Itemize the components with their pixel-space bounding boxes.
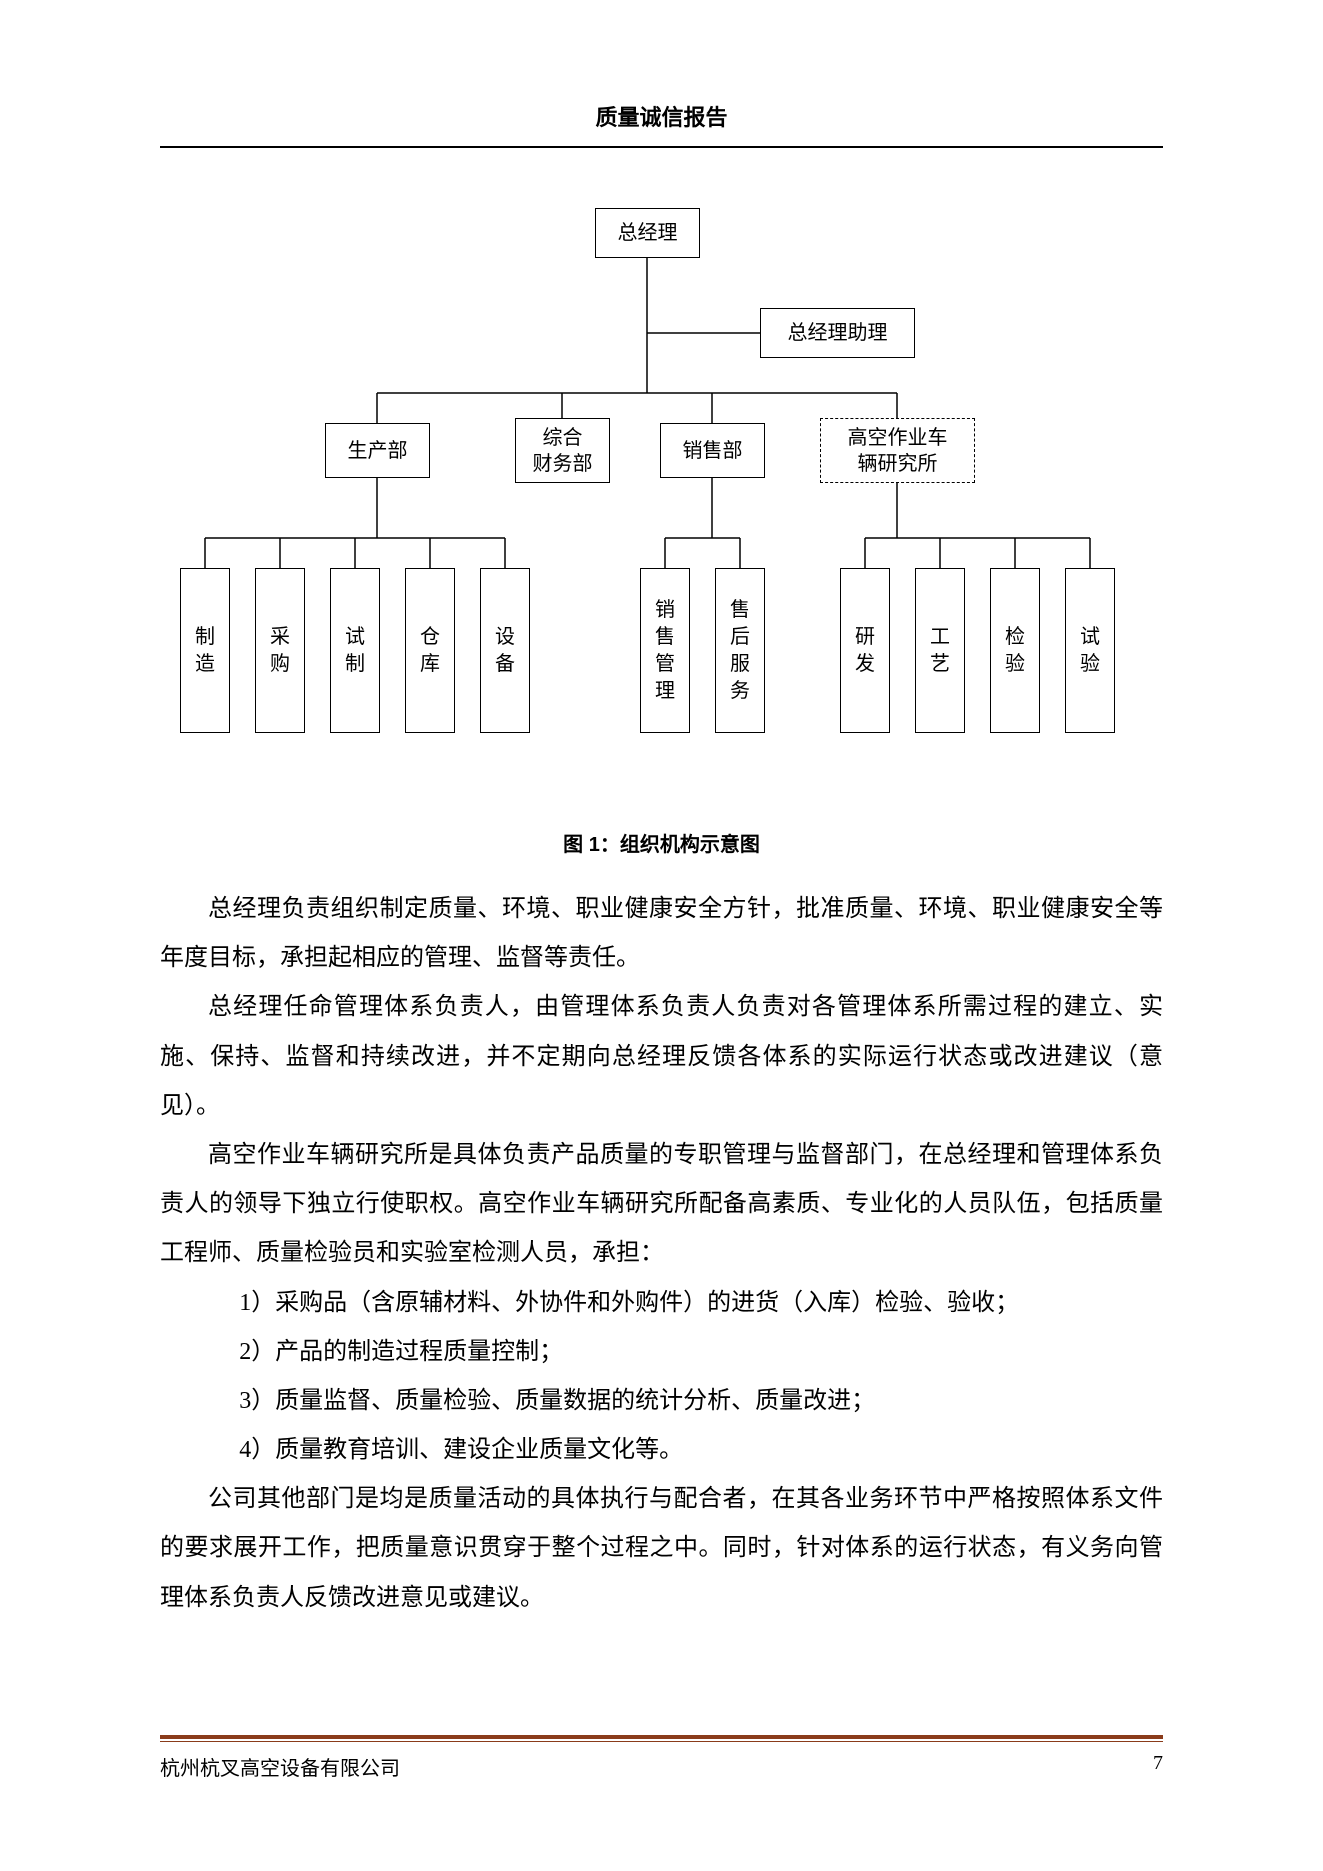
list-item: 2）产品的制造过程质量控制； [160,1328,1163,1377]
list-item: 1）采购品（含原辅材料、外协件和外购件）的进货（入库）检验、验收； [160,1279,1163,1328]
page-footer: 杭州杭叉高空设备有限公司 7 [160,1735,1163,1781]
page-header-title: 质量诚信报告 [160,100,1163,140]
node-salesmgmt: 销售管理 [640,568,690,733]
paragraph: 高空作业车辆研究所是具体负责产品质量的专职管理与监督部门，在总经理和管理体系负责… [160,1131,1163,1279]
body-text: 总经理负责组织制定质量、环境、职业健康安全方针，批准质量、环境、职业健康安全等年… [160,885,1163,1623]
org-chart: 总经理 总经理助理 生产部 综合 财务部 销售部 高空作业车 辆研究所 制造 采… [160,208,1163,768]
paragraph: 总经理负责组织制定质量、环境、职业健康安全方针，批准质量、环境、职业健康安全等年… [160,885,1163,983]
node-research: 高空作业车 辆研究所 [820,418,975,483]
node-mfg: 制造 [180,568,230,733]
figure-caption: 图 1：组织机构示意图 [160,828,1163,857]
node-rd: 研发 [840,568,890,733]
node-pilot: 试制 [330,568,380,733]
node-purchase: 采购 [255,568,305,733]
paragraph: 公司其他部门是均是质量活动的具体执行与配合者，在其各业务环节中严格按照体系文件的… [160,1475,1163,1623]
node-test: 试验 [1065,568,1115,733]
node-equip: 设备 [480,568,530,733]
node-gm: 总经理 [595,208,700,258]
footer-company: 杭州杭叉高空设备有限公司 [160,1752,400,1781]
list-item: 3）质量监督、质量检验、质量数据的统计分析、质量改进； [160,1377,1163,1426]
node-fin: 综合 财务部 [515,418,610,483]
node-prod: 生产部 [325,423,430,478]
node-aftersales: 售后服务 [715,568,765,733]
footer-page-number: 7 [1153,1752,1163,1781]
node-process: 工艺 [915,568,965,733]
list-item: 4）质量教育培训、建设企业质量文化等。 [160,1426,1163,1475]
node-sales: 销售部 [660,423,765,478]
header-rule [160,146,1163,148]
node-asst: 总经理助理 [760,308,915,358]
paragraph: 总经理任命管理体系负责人，由管理体系负责人负责对各管理体系所需过程的建立、实施、… [160,983,1163,1131]
node-warehouse: 仓库 [405,568,455,733]
node-inspect: 检验 [990,568,1040,733]
footer-rule-top [160,1735,1163,1739]
footer-rule-bot [160,1741,1163,1742]
